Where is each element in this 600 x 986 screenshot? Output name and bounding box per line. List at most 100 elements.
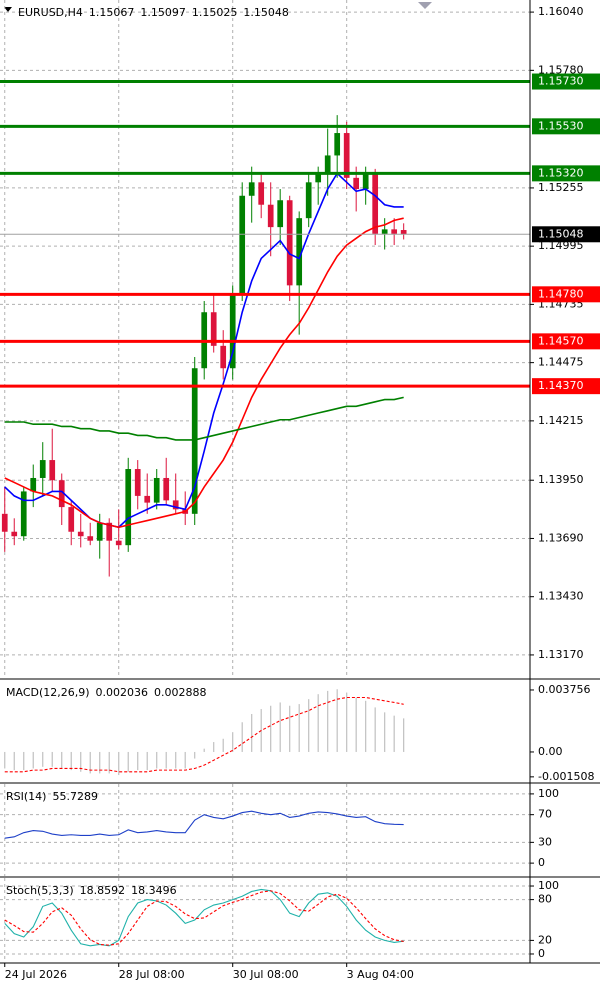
y-tick-label: 100 [538,879,559,892]
x-tick-label: 30 Jul 08:00 [233,968,299,981]
current-price-label: 1.15048 [538,227,584,240]
x-tick-label: 3 Aug 04:00 [347,968,414,981]
candle-body [343,133,350,178]
level-label: 1.15320 [538,166,584,179]
level-label-box [532,286,600,303]
panel-title-value: 55.7289 [52,790,98,803]
y-tick-label: 1.13690 [538,531,584,544]
y-tick-label: 1.13950 [538,473,584,486]
y-tick-label: 1.14215 [538,414,584,427]
y-tick-label: 70 [538,808,552,821]
panel-title-name: EURUSD,H4 [18,6,83,19]
candle-body [39,460,46,478]
y-tick-label: 1.15255 [538,181,584,194]
panel-title: EURUSD,H4 1.15067 1.15097 1.15025 1.15048 [18,6,289,19]
panel-title-value: 18.8592 [80,884,126,897]
candle-body [381,229,388,234]
y-tick-label: 1.15780 [538,63,584,76]
candle-body [315,173,322,183]
candle-body [68,507,75,532]
candle-body [324,155,331,174]
panel-title-value: 0.002888 [154,686,207,699]
level-label-box [532,73,600,90]
candle-body [125,469,132,546]
level-label-box [532,165,600,182]
candle-body [172,500,179,510]
panel-title-value: 1.15025 [192,6,238,19]
indicator-line [4,696,404,773]
candle-body [163,477,170,501]
candle-body [229,294,236,369]
candle-body [391,229,398,234]
candle-body [334,133,341,156]
indicator-line [4,396,404,441]
candle-body [191,368,198,514]
y-tick-label: 0.003756 [538,683,591,696]
panel-title-value: 1.15097 [140,6,186,19]
candle-body [87,536,94,541]
y-tick-label: 1.16040 [538,5,584,18]
candle-body [277,200,284,228]
candle-body [1,513,8,532]
candle-body [134,469,141,496]
candle-body [210,312,217,346]
candle-body [220,345,227,369]
indicator-line [4,810,404,839]
y-tick-label: 100 [538,787,559,800]
x-tick-label: 28 Jul 08:00 [119,968,185,981]
current-price-box [532,226,600,243]
x-tick-label: 24 Jul 2026 [5,968,67,981]
candle-body [305,182,312,219]
panel-title: RSI(14) 55.7289 [6,790,98,803]
indicator-line [4,888,404,947]
candle-body [20,491,27,537]
level-label-box [532,118,600,135]
panel-title-value: 0.002036 [96,686,149,699]
y-tick-label: 30 [538,835,552,848]
candle-body [400,230,407,235]
panel-title-value: 1.15067 [89,6,135,19]
y-tick-label: 80 [538,893,552,906]
candle-body [372,173,379,234]
y-tick-label: 1.14475 [538,356,584,369]
candle-body [49,460,56,481]
candle-body [286,200,293,286]
menu-arrow[interactable] [4,7,12,12]
level-label: 1.15730 [538,75,584,88]
candle-body [77,531,84,537]
level-label: 1.14570 [538,334,584,347]
y-tick-label: 0.00 [538,745,563,758]
panel-title-name: RSI(14) [6,790,46,803]
y-tick-label: -0.001508 [538,770,594,783]
panel-title-value: 1.15048 [243,6,289,19]
candle-body [96,522,103,541]
panel-title: MACD(12,26,9) 0.002036 0.002888 [6,686,207,699]
level-label: 1.14370 [538,379,584,392]
shift-marker[interactable] [418,2,432,9]
candle-body [106,522,113,541]
candle-body [30,477,37,492]
candle-body [115,540,122,546]
y-tick-label: 1.14995 [538,239,584,252]
indicator-line [4,890,404,946]
candle-body [362,173,369,190]
indicator-line [4,217,404,529]
level-label: 1.14780 [538,287,584,300]
candle-body [296,218,303,286]
y-tick-label: 1.13170 [538,648,584,661]
panel-title-name: Stoch(5,3,3) [6,884,74,897]
candle-body [267,204,274,228]
candle-body [58,480,65,508]
candle-body [144,495,151,503]
candle-body [153,477,160,503]
panel-title-value: 18.3496 [131,884,177,897]
panel-title-name: MACD(12,26,9) [6,686,90,699]
candle-body [11,531,18,537]
level-label: 1.15530 [538,119,584,132]
y-tick-label: 0 [538,856,545,869]
level-label-box [532,333,600,350]
panel-title: Stoch(5,3,3) 18.8592 18.3496 [6,884,177,897]
candle-body [258,182,265,205]
y-tick-label: 20 [538,933,552,946]
